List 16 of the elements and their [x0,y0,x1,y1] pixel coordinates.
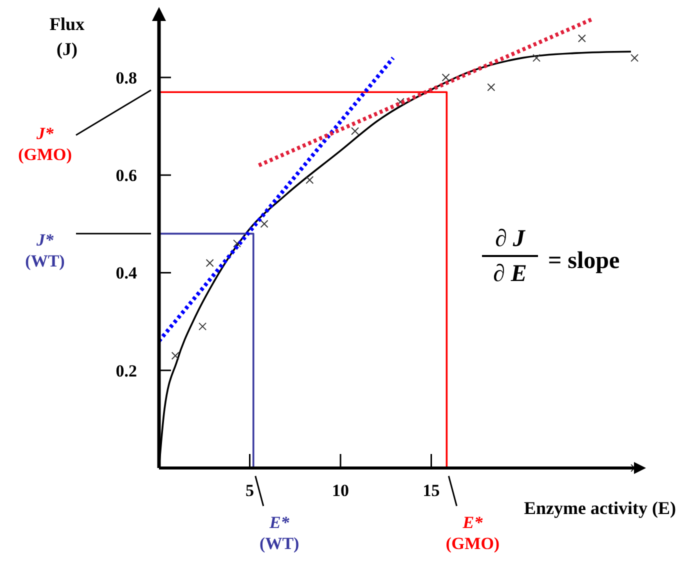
y-tick-label: 0.6 [116,166,137,186]
text: E* (WT) [260,513,300,553]
y-tick-label: 0.2 [116,361,137,380]
y-axis-title: Flux (J) [49,14,85,59]
text: J* (GMO) [18,124,72,164]
text: E* (GMO) [446,513,500,553]
x-tick-label: 5 [246,481,254,500]
text: J* (WT) [25,230,65,271]
x-tick-label: 15 [422,481,440,500]
y-tick-label: 0.4 [116,264,138,283]
y-tick-label: 0.8 [116,68,137,88]
annotation: ∂ E [493,261,527,287]
annotation: ∂ J [495,226,526,252]
x-tick-label: 10 [332,481,350,500]
x-axis-title: Enzyme activity (E) [524,498,676,518]
annotation: = slope [548,248,620,274]
